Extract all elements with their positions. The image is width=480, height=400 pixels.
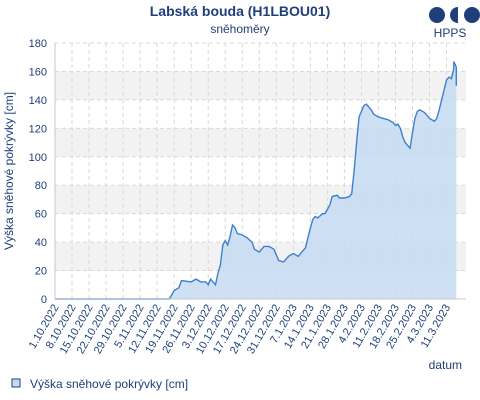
y-tick-label: 20 (35, 266, 47, 278)
chart-subtitle: sněhoměry (210, 22, 269, 36)
logo-circle-right-icon (464, 7, 480, 23)
legend-swatch[interactable] (11, 378, 21, 388)
y-tick-label: 180 (29, 38, 47, 50)
y-tick-label: 120 (29, 123, 47, 135)
plot-band (55, 43, 466, 72)
x-tick-labels: 1.10.20228.10.202215.10.202222.10.202229… (27, 303, 453, 357)
x-axis-label: datum (429, 358, 462, 372)
hpps-logo: HPPS (429, 7, 480, 40)
series-area (55, 61, 457, 299)
logo-half-circle-icon (450, 7, 458, 23)
y-tick-label: 0 (41, 294, 47, 306)
logo-circle-left-icon (429, 7, 445, 23)
y-tick-label: 40 (35, 237, 47, 249)
series-line (55, 61, 457, 300)
legend-label[interactable]: Výška sněhové pokrývky [cm] (30, 377, 188, 391)
y-axis-label: Výška sněhové pokrývky [cm] (2, 92, 16, 250)
y-tick-label: 160 (29, 66, 47, 78)
y-tick-label: 80 (35, 180, 47, 192)
y-tick-label: 100 (29, 152, 47, 164)
axis-lines (54, 43, 466, 300)
y-tick-label: 60 (35, 209, 47, 221)
series-layer (55, 61, 457, 300)
y-tick-label: 140 (29, 95, 47, 107)
chart-title: Labská bouda (H1LBOU01) (150, 3, 330, 19)
y-tick-labels: 0 20 40 60 80 100 120 140 160 180 (29, 38, 47, 306)
logo-text: HPPS (434, 26, 467, 40)
legend[interactable]: Výška sněhové pokrývky [cm] (11, 377, 188, 391)
plot-band (55, 71, 466, 100)
plot-band (55, 99, 466, 129)
